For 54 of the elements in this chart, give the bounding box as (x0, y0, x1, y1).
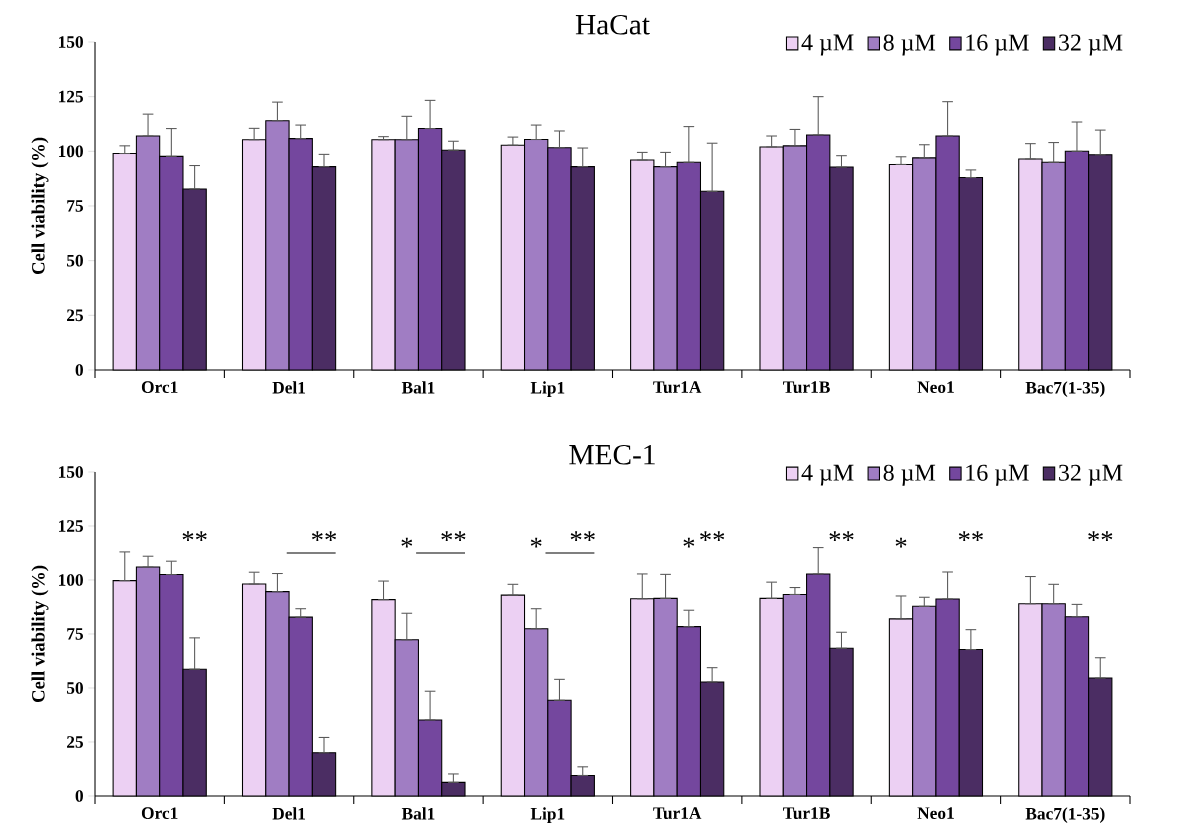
y-tick-label: 0 (75, 364, 83, 376)
legend-label: 32 µM (1059, 464, 1123, 486)
x-tick-label: Tur1A (653, 807, 702, 820)
annotation: ** (570, 531, 595, 542)
chart-title: MEC-1 (569, 444, 655, 465)
annotation: ** (829, 531, 854, 542)
x-tick-label: Neo1 (917, 381, 954, 393)
x-tick-label: Del1 (272, 381, 306, 394)
legend-label: 8 µM (883, 34, 936, 56)
x-tick-label: Orc1 (141, 807, 178, 820)
y-tick-label: 150 (59, 36, 83, 48)
chart-title: HaCat (575, 14, 650, 35)
legend-label: 32 µM (1059, 34, 1123, 56)
annotation: * (401, 537, 413, 548)
legend-label: 8 µM (883, 464, 936, 486)
x-tick-label: Tur1B (783, 807, 830, 820)
legend-label: 16 µM (966, 34, 1029, 56)
annotation: ** (958, 531, 983, 542)
annotation: ** (441, 531, 466, 542)
x-tick-label: Bal1 (401, 381, 435, 394)
x-tick-label: Del1 (272, 807, 306, 820)
x-tick-label: Lip1 (530, 381, 565, 398)
x-tick-label: Bac7(1-35) (1025, 807, 1105, 824)
y-tick-label: 50 (66, 682, 83, 694)
x-tick-label: Lip1 (530, 807, 565, 824)
y-tick-label: 25 (67, 736, 83, 748)
y-tick-label: 75 (67, 628, 83, 640)
y-tick-label: 100 (59, 145, 83, 158)
x-tick-label: Orc1 (141, 381, 178, 394)
y-tick-label: 100 (59, 574, 83, 586)
y-axis-title: Cell viability (%) (31, 565, 49, 703)
legend-label: 16 µM (966, 464, 1029, 486)
legend-label: 4 µM (801, 34, 854, 56)
x-tick-label: Bal1 (401, 807, 435, 820)
y-tick-label: 125 (59, 90, 83, 103)
annotation: * (530, 537, 542, 548)
y-tick-label: 25 (67, 309, 83, 322)
y-tick-label: 150 (59, 466, 83, 478)
annotation: * (683, 537, 695, 548)
x-tick-label: Tur1B (783, 381, 830, 394)
y-tick-label: 50 (66, 254, 83, 267)
annotation: ** (182, 531, 207, 542)
y-tick-label: 75 (67, 200, 83, 212)
annotation: ** (1088, 531, 1113, 542)
annotation: ** (700, 531, 725, 542)
y-tick-label: 125 (59, 520, 83, 532)
y-axis-title: Cell viability (%) (31, 137, 49, 275)
annotation: ** (311, 531, 337, 542)
y-tick-label: 0 (75, 790, 83, 802)
legend-label: 4 µM (801, 464, 854, 486)
x-tick-label: Bac7(1-35) (1025, 381, 1105, 398)
x-tick-label: Neo1 (917, 807, 954, 819)
x-tick-label: Tur1A (653, 381, 702, 394)
annotation: * (895, 537, 907, 548)
